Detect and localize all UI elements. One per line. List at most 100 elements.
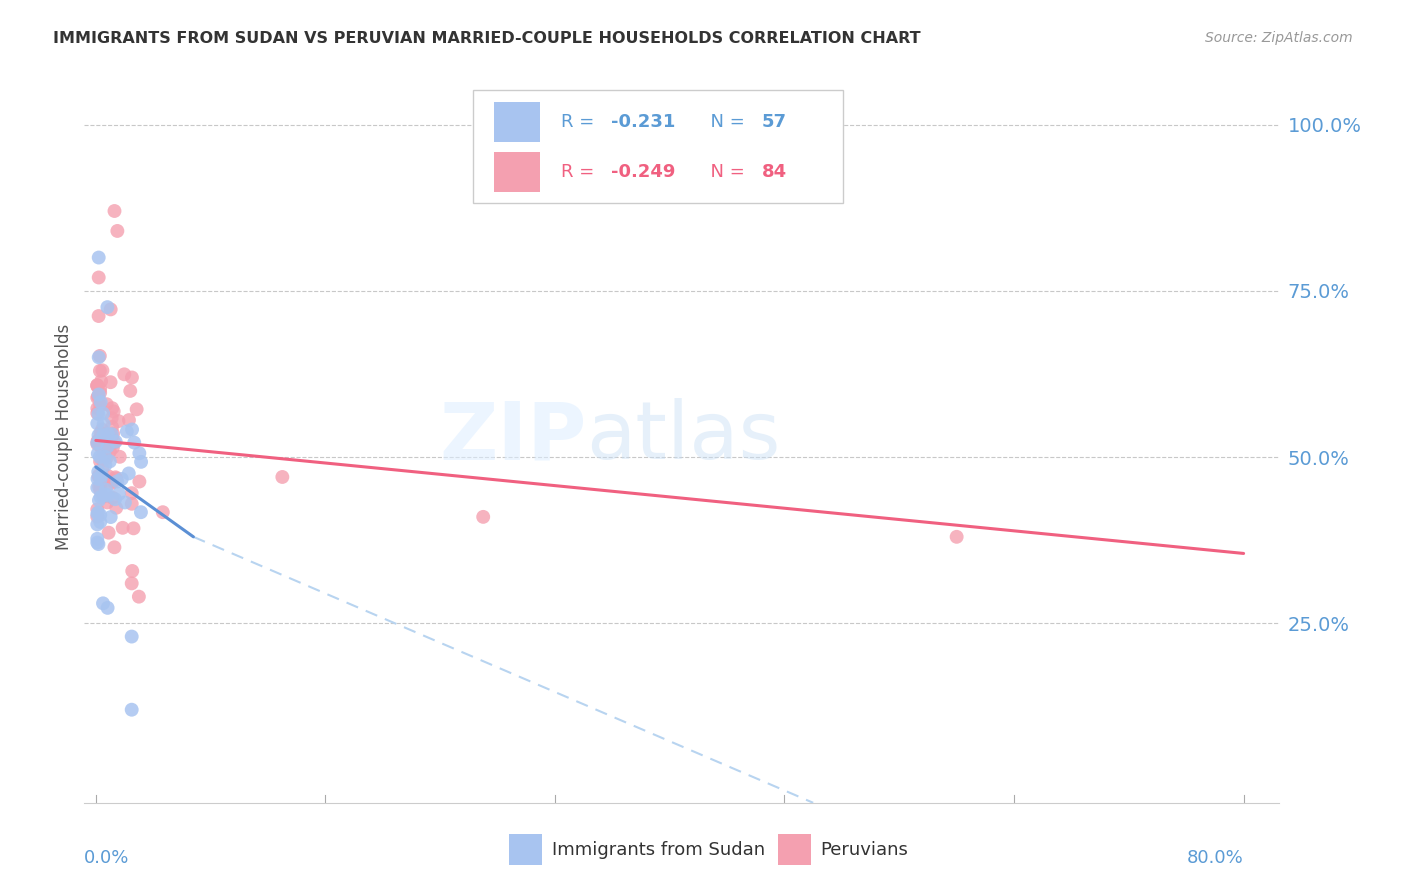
Point [89, 479, 111, 493]
Point [86, 436, 108, 450]
Point [87, 447, 110, 461]
Point [86, 507, 108, 521]
Point [87, 407, 110, 421]
Point [120, 384, 142, 398]
Point [152, 505, 174, 519]
Point [97, 440, 120, 454]
Point [86, 481, 108, 495]
Text: Immigrants from Sudan: Immigrants from Sudan [551, 841, 765, 859]
Text: R =: R = [561, 113, 600, 131]
Point [87, 251, 110, 265]
Text: -0.231: -0.231 [612, 113, 676, 131]
Point [100, 302, 122, 317]
Point [87, 480, 110, 494]
Point [97, 440, 120, 454]
Point [87, 537, 110, 551]
Point [101, 491, 124, 505]
Point [86, 417, 108, 431]
Point [96, 495, 118, 509]
Point [94, 483, 117, 497]
Point [91, 428, 114, 442]
Point [90, 440, 112, 454]
Point [86, 517, 108, 532]
Point [86, 378, 108, 392]
Point [121, 703, 143, 717]
Text: 57: 57 [762, 113, 787, 131]
Y-axis label: Married-couple Households: Married-couple Households [55, 324, 73, 550]
Point [91, 435, 114, 450]
Point [121, 370, 143, 384]
Point [105, 475, 128, 489]
Point [89, 382, 111, 396]
Point [86, 532, 108, 546]
Point [97, 469, 120, 483]
Point [108, 487, 131, 501]
Point [112, 368, 135, 382]
Point [97, 436, 120, 450]
Point [91, 427, 114, 442]
Text: R =: R = [561, 163, 600, 181]
Point [97, 489, 120, 503]
Point [86, 434, 108, 449]
Point [93, 417, 115, 431]
Point [86, 406, 108, 420]
FancyBboxPatch shape [472, 90, 844, 203]
Point [121, 486, 143, 500]
Text: ZIP: ZIP [439, 398, 586, 476]
Text: Source: ZipAtlas.com: Source: ZipAtlas.com [1205, 31, 1353, 45]
Text: atlas: atlas [586, 398, 780, 476]
Point [125, 402, 148, 417]
Point [91, 406, 114, 420]
Point [945, 530, 967, 544]
Bar [509, 834, 543, 865]
Point [129, 455, 152, 469]
Point [115, 425, 138, 439]
Point [94, 458, 117, 472]
Point [129, 505, 152, 519]
Point [87, 351, 110, 365]
Text: N =: N = [699, 163, 751, 181]
Bar [778, 834, 811, 865]
Point [89, 385, 111, 400]
Point [86, 378, 108, 392]
Point [103, 404, 125, 418]
Point [96, 300, 118, 314]
Point [271, 470, 294, 484]
Point [97, 600, 120, 615]
Point [104, 434, 127, 449]
Point [91, 423, 114, 437]
Point [86, 379, 108, 393]
Point [122, 521, 145, 535]
Point [91, 490, 114, 504]
Point [87, 468, 110, 483]
Point [91, 363, 114, 377]
Point [104, 470, 127, 484]
Point [100, 476, 122, 491]
Text: -0.249: -0.249 [612, 163, 676, 181]
Point [101, 441, 124, 455]
Point [89, 483, 111, 498]
Point [89, 398, 111, 412]
Point [90, 451, 112, 466]
Point [105, 472, 128, 486]
Point [121, 423, 143, 437]
Point [96, 450, 118, 465]
Point [111, 472, 134, 486]
Point [103, 204, 125, 219]
Point [86, 509, 108, 524]
Point [89, 472, 111, 486]
Point [86, 437, 108, 451]
Point [86, 472, 108, 486]
Point [87, 465, 110, 479]
Point [472, 509, 495, 524]
Point [87, 389, 110, 403]
Point [107, 414, 129, 428]
Bar [495, 152, 540, 192]
Point [89, 490, 111, 504]
Point [101, 426, 124, 441]
Point [90, 468, 112, 483]
Point [101, 420, 124, 434]
Point [103, 435, 125, 450]
Point [96, 397, 118, 411]
Point [100, 510, 122, 524]
